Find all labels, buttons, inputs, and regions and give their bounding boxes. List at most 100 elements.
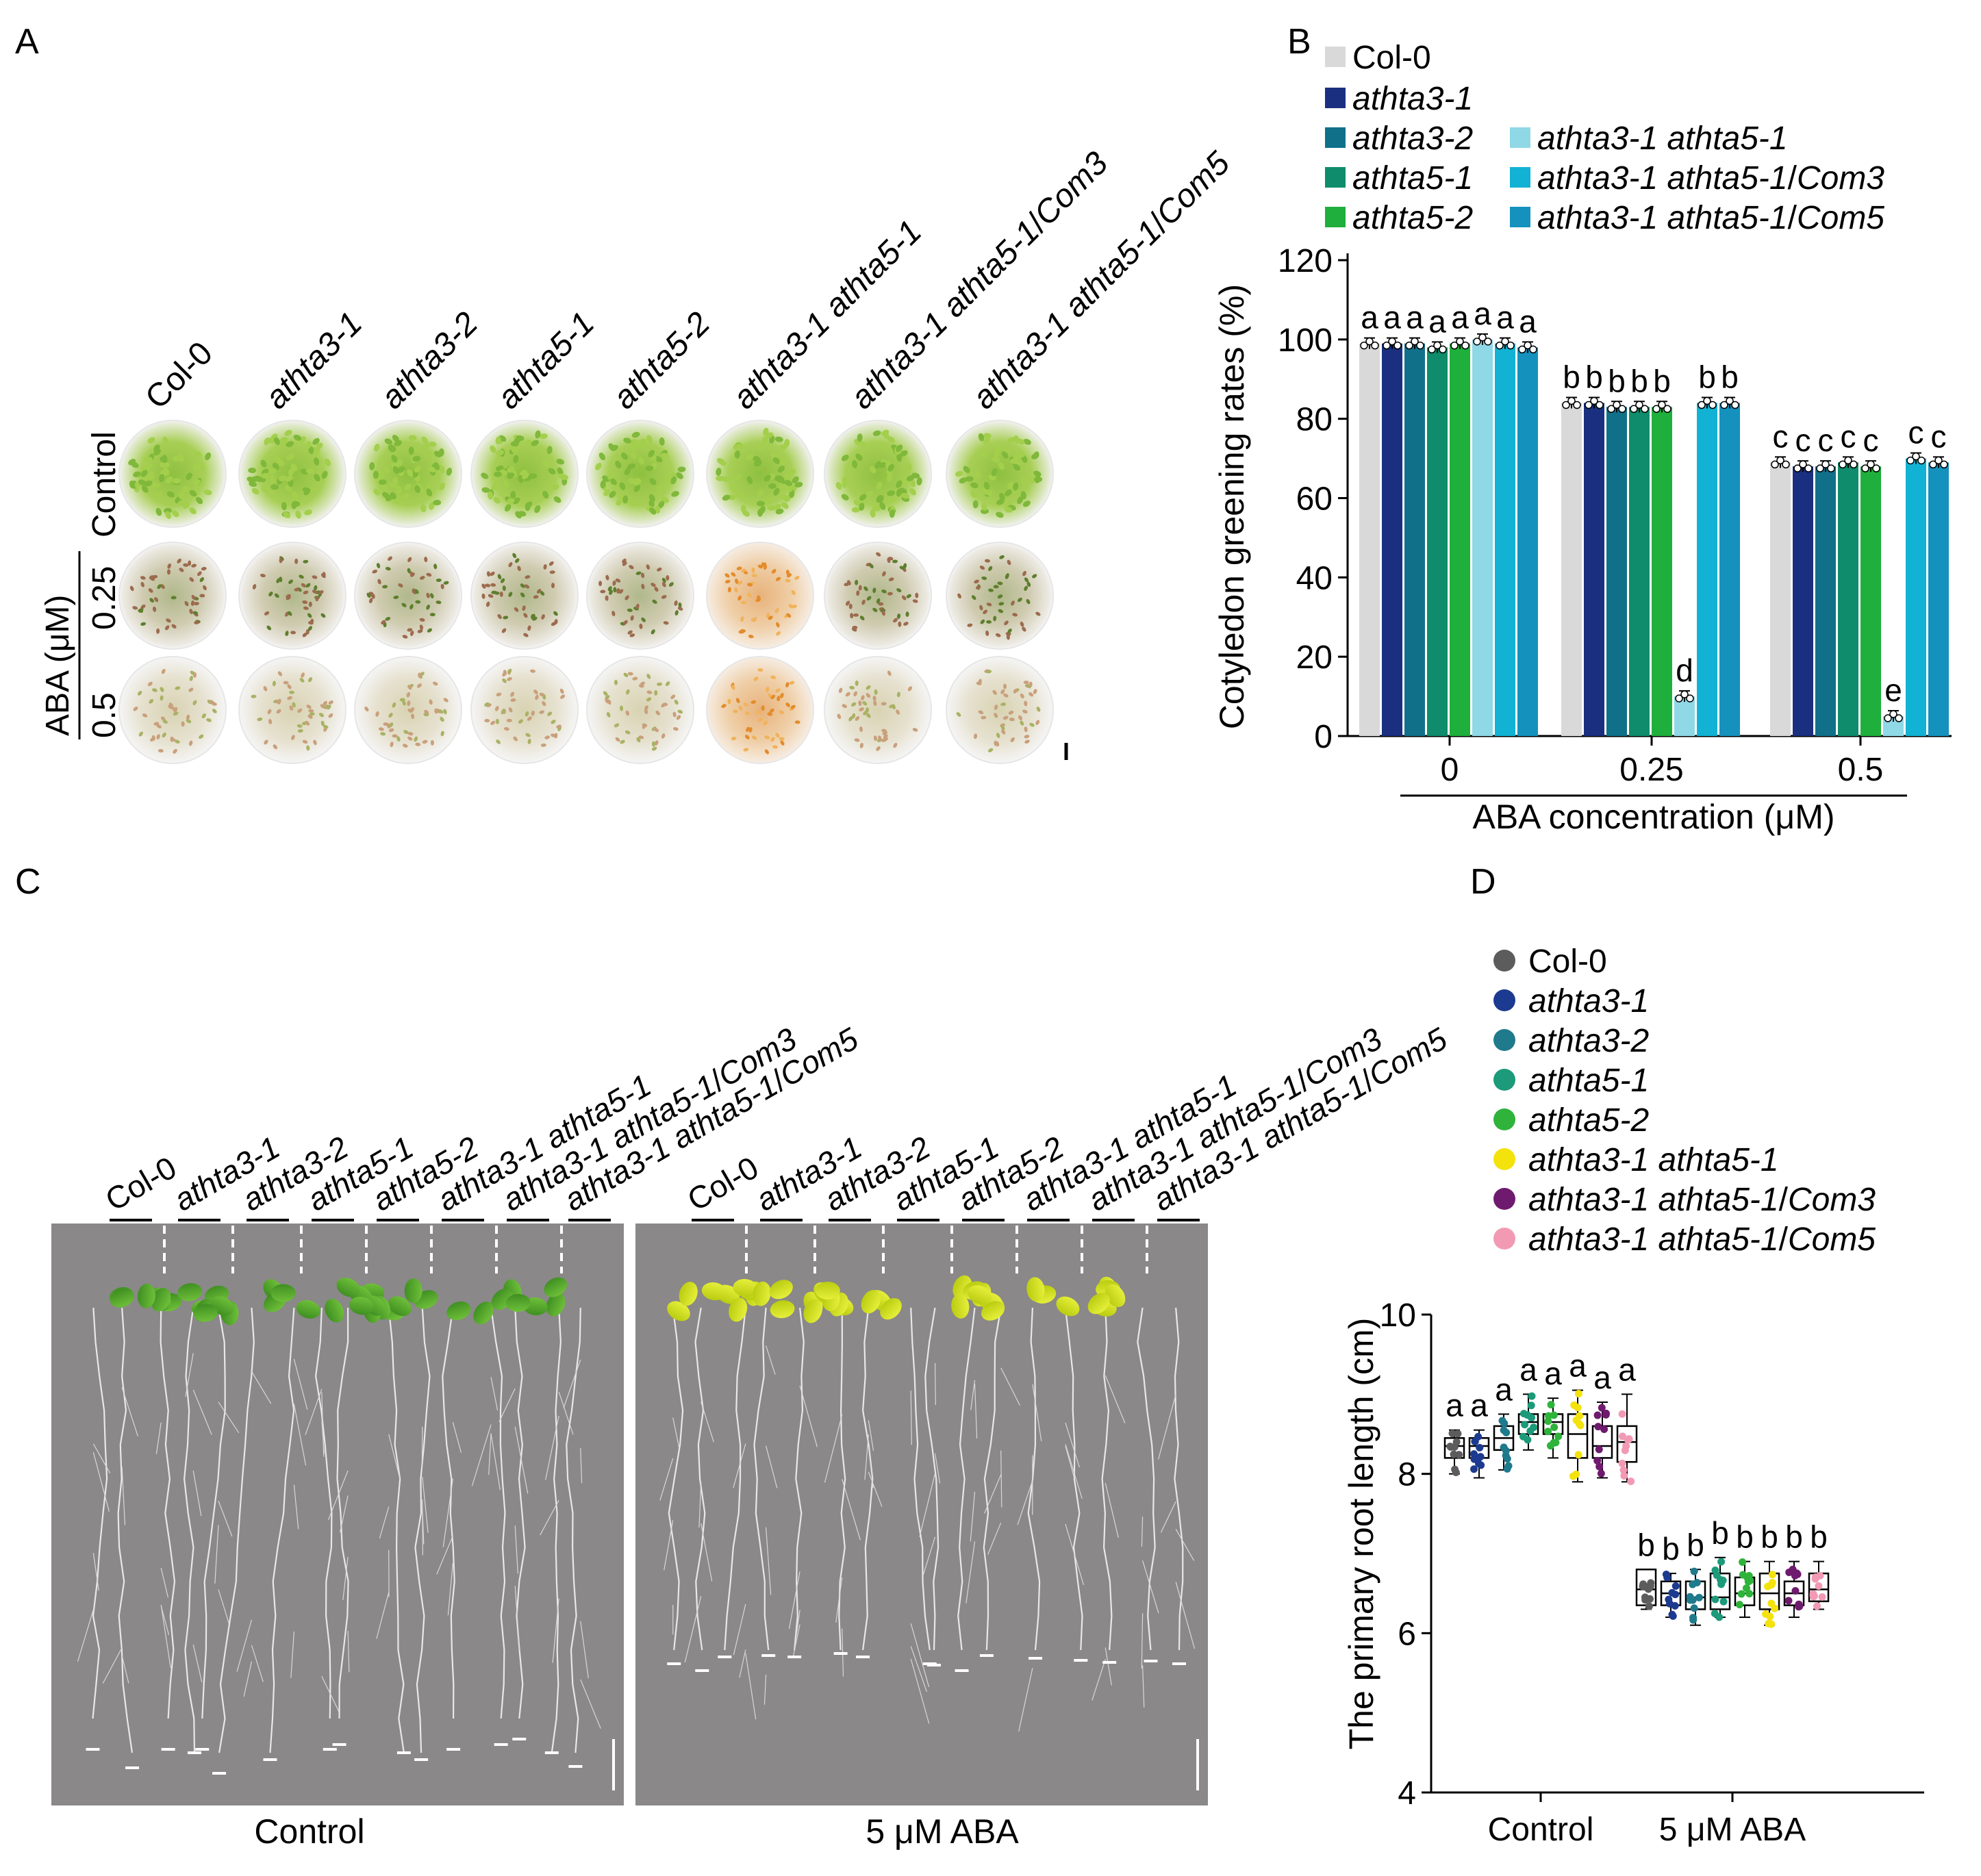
c-lateral-root [92,1443,111,1473]
seedling-dot [133,707,138,711]
seedling-dot [518,719,523,724]
seedling-dot [1005,489,1012,496]
panel-a-row-label-05: 0.5 [86,692,123,738]
seedling-dot [881,590,887,594]
d-point [1765,1620,1773,1628]
seedling-dot [986,603,992,607]
seedling-dot [746,453,755,460]
c-leaf [325,1298,344,1323]
b-point [1360,341,1368,350]
panel-d-axes: 4 6 8 10 Control 5 μM ABA [1380,1297,1924,1848]
c-leaf [296,1300,320,1319]
seedling-dot [998,602,1005,606]
seedling-dot [896,480,903,488]
seedling-dot [320,720,325,726]
seedling-dot [373,470,379,479]
seedling-dot [1024,726,1028,733]
b-point [1708,401,1717,409]
b-point [1839,460,1847,469]
seedling-dot [402,744,408,748]
seedling-dot [651,741,655,747]
seedling-dot [443,698,449,702]
d-point [1793,1570,1802,1578]
seedling-dot [878,735,882,741]
seedling-dot [490,720,496,725]
seedling-dot [433,563,438,570]
seedling-dot [288,579,293,584]
seedling-dot [302,632,307,637]
c-lateral-root [305,1389,323,1435]
seedling-dot [391,455,398,463]
b-point [1895,714,1903,722]
seedling-dot [277,459,285,466]
seedling-dot [426,605,430,610]
b-point [1872,464,1880,472]
b-ytick-label: 120 [1278,243,1333,279]
b-point [1827,464,1835,472]
d-point [1451,1465,1459,1473]
c-root [442,1307,455,1719]
panel-label-a: A [15,22,39,62]
d-point [1470,1465,1478,1473]
c-lateral-root [442,1478,453,1547]
seedling-dot [887,474,893,483]
c-lateral-root [243,1661,253,1697]
seedling-dot [149,698,154,704]
b-point [1686,694,1694,702]
seedling-dot [1002,715,1009,720]
seedling-dot [841,494,849,500]
seedling-dot [994,713,998,718]
seedling-dot [661,577,666,583]
seedling-dot [747,583,753,587]
seedling-dot [525,733,531,737]
seedling-dot [129,480,136,489]
seedling-dot [275,699,281,705]
c-leaf [270,1284,296,1302]
panel-d-legend: Col-0athta3-1athta3-2athta5-1athta5-2ath… [1493,943,1876,1258]
seedling-dot [181,721,185,727]
seedling-dot [912,728,918,732]
seedling-dot [1022,570,1026,576]
c-lateral-root [1105,1482,1119,1538]
seedling-dot [496,450,504,456]
b-point [1720,401,1728,409]
seedling-dot [1032,574,1037,579]
seedling-dot [763,427,769,436]
d-point [1689,1580,1697,1588]
c-lateral-root [552,1598,559,1663]
seedling-dot [527,625,531,631]
d-sig-letter: a [1446,1388,1463,1423]
seedling-dot [196,496,203,505]
d-legend-label-6: athta3-1 athta5-1/Com3 [1528,1182,1876,1218]
seedling-dot [503,616,509,620]
b-point [1793,464,1802,472]
b-legend-label-3: athta5-1 [1352,160,1473,197]
b-xtick-label: 0.5 [1838,752,1884,788]
seedling-dot [764,735,770,739]
c-lateral-root [327,1470,349,1521]
b-ytick-label: 60 [1296,481,1333,518]
c-lateral-root [293,1484,299,1530]
seedling-dot [542,490,549,499]
seedling-dot [770,452,778,459]
seedling-dot [429,613,436,617]
seedling-dot [412,455,421,461]
seedling-dot [999,555,1005,559]
seedling-dot [388,728,394,733]
seedling-dot [775,688,781,693]
seedling-dot [956,712,961,717]
seedling-dot [649,478,657,485]
seedling-dot [1020,693,1024,699]
seedling-dot [660,453,669,459]
seedling-dot [872,607,878,612]
seedling-dot [981,715,987,720]
c-leaf [404,1278,422,1304]
seedling-dot [524,584,530,589]
c-leaf [733,1279,758,1297]
seedling-dot [160,695,164,701]
seedling-dot [651,629,655,635]
seedling-dot [150,737,155,741]
seedling-dot [167,563,171,569]
seedling-dot [302,487,311,494]
seedling-dot [382,585,388,589]
